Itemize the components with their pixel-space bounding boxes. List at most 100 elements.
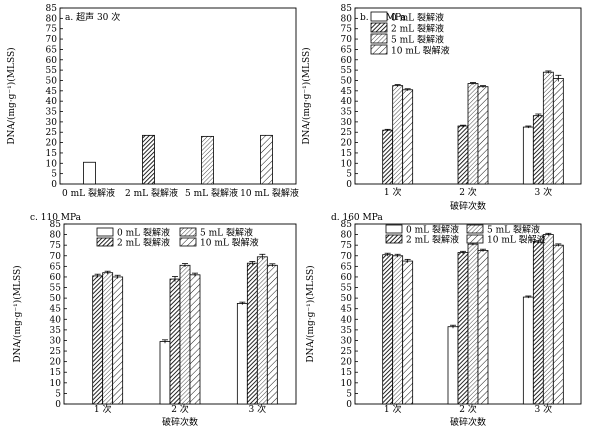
bar (236, 303, 248, 405)
legend-swatch (370, 33, 388, 44)
legend-label: 2 mL 裂解液 (391, 23, 444, 35)
bar (542, 234, 554, 405)
y-tick-label: 40 (46, 97, 58, 107)
bar (112, 276, 124, 405)
bar (92, 275, 104, 405)
legend-swatch (179, 237, 197, 247)
y-tick-label: 40 (341, 97, 353, 107)
bar (169, 278, 181, 405)
bar (256, 256, 268, 405)
y-tick-label: 65 (341, 45, 353, 55)
bar (392, 85, 404, 185)
legend-swatch (385, 234, 403, 244)
y-tick-label: 5 (346, 389, 352, 399)
bar (532, 115, 544, 185)
bar (542, 71, 554, 185)
y-tick-label: 80 (46, 14, 58, 24)
bar (457, 125, 469, 185)
y-tick-label: 85 (341, 4, 353, 14)
y-axis-label: DNA/(mg·g⁻¹)(MLSS) (305, 265, 316, 362)
y-tick-label: 55 (341, 66, 353, 76)
y-tick-label: 25 (46, 128, 58, 138)
y-tick-label: 10 (341, 159, 353, 169)
panel-title: d. 160 MPa (331, 213, 383, 223)
y-tick-label: 60 (50, 273, 62, 283)
legend-label: 2 mL 裂解液 (117, 237, 170, 249)
x-tick-label: 1 次 (94, 403, 112, 415)
y-tick-label: 80 (341, 231, 353, 241)
y-tick-label: 70 (50, 252, 62, 262)
y-tick-label: 35 (341, 326, 353, 336)
y-tick-label: 20 (50, 358, 62, 368)
y-tick-label: 25 (341, 347, 353, 357)
plot-frame (59, 7, 297, 185)
y-tick-label: 60 (46, 56, 58, 66)
bar (402, 260, 414, 405)
y-tick-label: 40 (341, 315, 353, 325)
bar (102, 272, 114, 405)
y-tick-label: 80 (50, 231, 62, 241)
legend-swatch (370, 22, 388, 33)
x-axis-label: 破碎次数 (450, 416, 486, 428)
y-axis-label: DNA/(mg·g⁻¹)(MLSS) (301, 47, 312, 144)
bar (179, 264, 191, 405)
y-tick-label: 15 (341, 149, 353, 159)
y-tick-label: 60 (341, 273, 353, 283)
y-tick-label: 50 (46, 76, 58, 86)
y-tick-label: 35 (50, 326, 62, 336)
bar (266, 264, 278, 405)
x-tick-label: 2 次 (459, 403, 477, 415)
x-tick-label: 2 次 (459, 186, 477, 198)
y-tick-label: 20 (46, 139, 58, 149)
bar (201, 135, 214, 185)
y-tick-label: 85 (50, 220, 62, 230)
legend-label: 0 mL 裂解液 (391, 12, 444, 24)
y-tick-label: 25 (50, 347, 62, 357)
y-tick-label: 5 (346, 170, 352, 180)
x-tick-label: 3 次 (535, 403, 553, 415)
y-tick-label: 15 (50, 368, 62, 378)
bar (392, 255, 404, 405)
x-tick-label: 5 mL 裂解液 (185, 187, 238, 199)
legend-swatch (179, 227, 197, 237)
bar (457, 252, 469, 405)
x-tick-label: 2 次 (171, 403, 189, 415)
legend-swatch (370, 44, 388, 55)
x-tick-label: 0 mL 裂解液 (62, 187, 115, 199)
y-tick-label: 0 (346, 400, 352, 410)
legend-label: 0 mL 裂解液 (117, 227, 170, 239)
y-tick-label: 60 (341, 56, 353, 66)
bar (522, 126, 534, 185)
bar (402, 89, 414, 185)
y-tick-label: 15 (341, 368, 353, 378)
y-tick-label: 40 (50, 315, 62, 325)
bar (477, 250, 489, 405)
x-tick-label: 1 次 (384, 403, 402, 415)
bar (522, 296, 534, 405)
legend-swatch (96, 227, 114, 237)
x-axis-label: 破碎次数 (450, 200, 486, 212)
y-tick-label: 65 (46, 45, 58, 55)
bar (83, 161, 96, 185)
bar (189, 274, 201, 405)
y-tick-label: 85 (46, 4, 58, 14)
legend-label: 5 mL 裂解液 (391, 34, 444, 46)
y-axis-label: DNA/(mg·g⁻¹)(MLSS) (12, 265, 23, 362)
x-tick-label: 3 次 (535, 186, 553, 198)
x-tick-label: 3 次 (249, 403, 267, 415)
y-tick-label: 35 (341, 108, 353, 118)
legend-swatch (466, 234, 484, 244)
y-tick-label: 5 (55, 389, 61, 399)
x-tick-label: 1 次 (384, 186, 402, 198)
y-tick-label: 55 (341, 284, 353, 294)
x-axis-label: 破碎次数 (162, 416, 198, 428)
y-tick-label: 50 (50, 294, 62, 304)
bar (260, 134, 273, 185)
legend-swatch (96, 237, 114, 247)
y-tick-label: 70 (341, 252, 353, 262)
bar (142, 134, 155, 185)
y-tick-label: 30 (46, 118, 58, 128)
y-tick-label: 5 (51, 170, 57, 180)
legend-label: 10 mL 裂解液 (200, 237, 259, 249)
